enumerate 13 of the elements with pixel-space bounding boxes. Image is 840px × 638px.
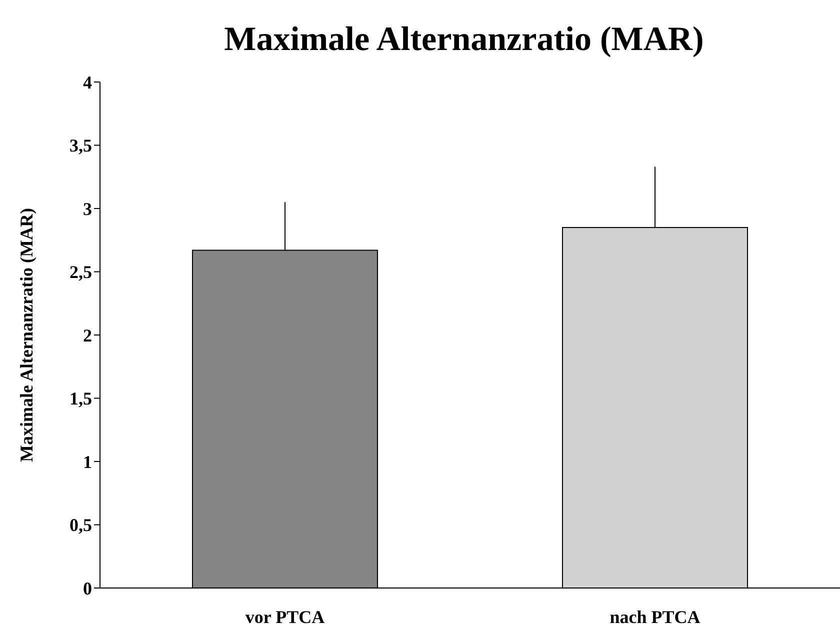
y-tick-label: 0,5 <box>70 515 92 536</box>
y-tick-label: 1 <box>83 452 92 472</box>
x-tick-label: nach PTCA <box>610 606 700 627</box>
y-tick-label: 2,5 <box>70 262 92 282</box>
y-tick-label: 0 <box>83 578 92 598</box>
y-tick-label: 3,5 <box>70 136 92 156</box>
x-tick-label: vor PTCA <box>245 606 325 627</box>
y-tick-label: 2 <box>83 325 92 346</box>
chart-title: Maximale Alternanzratio (MAR) <box>223 20 705 60</box>
y-tick-label: 4 <box>83 72 92 92</box>
y-axis-title: Maximale Alternanzratio (MAR) <box>16 208 36 462</box>
y-tick-label: 3 <box>83 198 92 219</box>
y-tick-label: 1,5 <box>70 388 92 409</box>
